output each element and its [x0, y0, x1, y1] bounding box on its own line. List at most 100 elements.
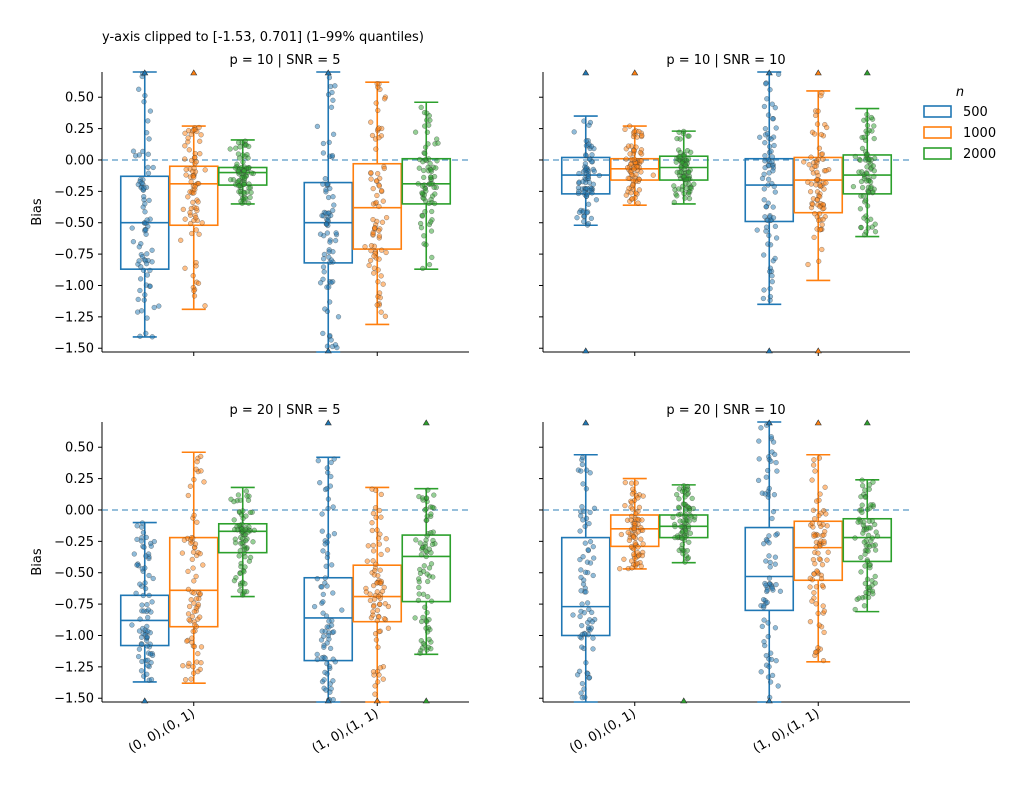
iqr-box [744, 526, 795, 612]
jitter-point [578, 567, 584, 573]
panel-title: p = 10 | SNR = 5 [229, 53, 340, 68]
jitter-point [593, 197, 600, 203]
jitter-point [370, 603, 377, 610]
jitter-point [369, 527, 375, 534]
jitter-point [144, 315, 150, 321]
jitter-point [819, 246, 825, 253]
panel-p20-snr10: p = 20 | SNR = 10 (0, 0),(0, 1) (1, 0),(1… [539, 403, 910, 756]
jitter-point [133, 590, 139, 596]
jitter-point [771, 492, 778, 498]
jitter-point [864, 111, 870, 118]
jitter-point [820, 156, 826, 162]
jitter-point [375, 679, 381, 685]
jitter-point [766, 553, 772, 559]
jitter-point [684, 547, 690, 554]
jitter-point [142, 201, 148, 207]
jitter-point [370, 542, 376, 549]
jitter-point [190, 628, 196, 635]
clipped-high-marker [765, 419, 773, 426]
jitter-point [682, 195, 688, 201]
jitter-point [182, 677, 189, 683]
jitter-point [147, 651, 154, 657]
jitter-point [579, 504, 585, 510]
y-tick-label: −1.00 [54, 629, 94, 644]
jitter-point [635, 200, 641, 206]
jitter-point [416, 493, 422, 500]
jitter-point [241, 569, 247, 575]
jitter-point [146, 136, 152, 142]
jitter-point [587, 560, 594, 566]
jitter-point [428, 598, 435, 604]
jitter-point [422, 150, 428, 157]
jitter-point [674, 193, 680, 199]
jitter-point [379, 219, 386, 225]
jitter-point [587, 509, 593, 516]
jitter-point [582, 161, 589, 167]
jitter-point [317, 231, 324, 237]
jitter-point [815, 108, 821, 114]
clipped-high-marker [324, 419, 332, 426]
jitter-point [139, 254, 146, 260]
jitter-point [582, 569, 589, 575]
jitter-point [319, 584, 325, 590]
jitter-point [639, 517, 645, 523]
jitter-point [772, 451, 778, 458]
jitter-point [624, 165, 631, 171]
jitter-point [419, 190, 425, 196]
jitter-point [818, 131, 824, 138]
jitter-point [577, 528, 583, 534]
box-1000-cat1 [352, 81, 403, 326]
jitter-point [870, 163, 876, 169]
jitter-point [576, 170, 582, 177]
jitter-point [638, 524, 644, 531]
jitter-point [862, 563, 868, 569]
jitter-point [428, 646, 434, 652]
jitter-point [630, 182, 636, 188]
jitter-point [764, 130, 771, 137]
jitter-point [809, 201, 816, 208]
box-500-cat1 [303, 69, 354, 354]
jitter-point [373, 178, 380, 184]
jitter-point [579, 680, 586, 687]
jitter-point [767, 293, 774, 300]
jitter-point [191, 293, 198, 299]
clipped-low-marker [765, 697, 773, 704]
jitter-point [423, 537, 429, 543]
jitter-point [819, 582, 826, 589]
jitter-point [585, 547, 591, 553]
jitter-point [314, 656, 320, 663]
jitter-point [189, 534, 195, 541]
jitter-point [769, 154, 776, 160]
jitter-point [366, 262, 372, 269]
jitter-point [431, 200, 438, 207]
jitter-point [322, 669, 328, 676]
jitter-point [141, 544, 147, 550]
jitter-point [819, 151, 826, 157]
jitter-point [373, 199, 379, 206]
jitter-point [630, 177, 636, 184]
box-1000-cat0 [609, 477, 660, 572]
jitter-point [375, 279, 381, 285]
clipped-high-marker [814, 69, 822, 76]
jitter-point [365, 543, 371, 549]
jitter-point [426, 546, 433, 552]
jitter-point [807, 575, 813, 581]
jitter-point [130, 239, 137, 245]
jitter-point [859, 483, 866, 489]
jitter-point [143, 261, 150, 267]
clipped-low-marker [680, 697, 688, 704]
jitter-point [810, 507, 817, 513]
jitter-point [191, 288, 197, 294]
jitter-point [328, 459, 334, 466]
jitter-point [376, 233, 383, 239]
jitter-point [631, 166, 637, 172]
jitter-point [186, 603, 193, 610]
jitter-point [821, 629, 827, 636]
jitter-point [766, 664, 772, 670]
jitter-point [149, 334, 155, 340]
jitter-point [190, 670, 197, 676]
jitter-point [193, 205, 200, 211]
jitter-point [861, 215, 867, 221]
legend-entry-1000: 1000 [923, 126, 996, 141]
jitter-point [768, 656, 775, 663]
